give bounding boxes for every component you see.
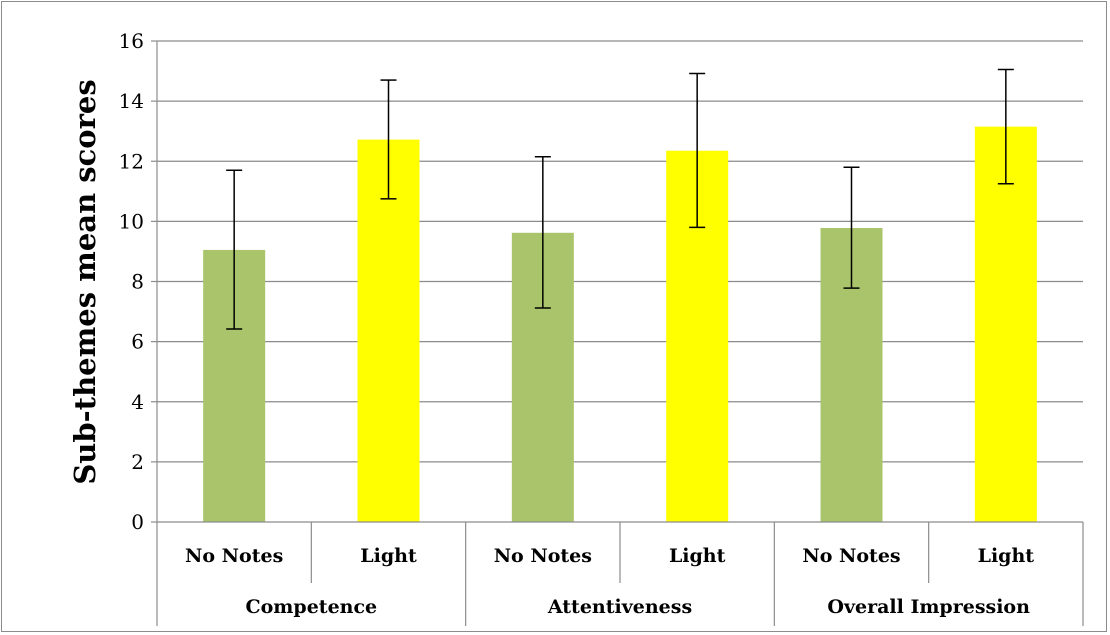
bars: [203, 126, 1037, 523]
x-group-label: Competence: [246, 596, 378, 618]
axes: [151, 40, 1084, 626]
bar: [974, 126, 1037, 522]
y-tick-label: 10: [119, 209, 144, 233]
y-tick-label: 14: [119, 89, 144, 113]
y-tick-label: 4: [131, 390, 144, 414]
y-tick-label: 6: [131, 330, 144, 354]
error-bars: [226, 68, 1014, 330]
x-category-label: No Notes: [802, 545, 900, 567]
x-group-label: Overall Impression: [827, 596, 1030, 618]
y-tick-label: 12: [119, 149, 144, 173]
bar: [357, 139, 420, 523]
y-tick-label: 8: [131, 270, 144, 294]
x-category-label: No Notes: [494, 545, 592, 567]
x-group-label: Attentiveness: [547, 596, 692, 618]
x-category-label: Light: [360, 545, 417, 567]
y-tick-label: 2: [131, 450, 144, 474]
gridlines: [157, 40, 1083, 463]
x-category-label: Light: [978, 545, 1035, 567]
x-category-label: No Notes: [185, 545, 283, 567]
y-axis-title: Sub-themes mean scores: [68, 79, 102, 484]
y-tick-label: 0: [131, 510, 144, 534]
x-category-label: Light: [669, 545, 726, 567]
labels: 0 2 4 6 8 10 12 14 16 No Notes Light No Notes Light N…: [119, 29, 1035, 618]
y-tick-label: 16: [119, 29, 144, 53]
